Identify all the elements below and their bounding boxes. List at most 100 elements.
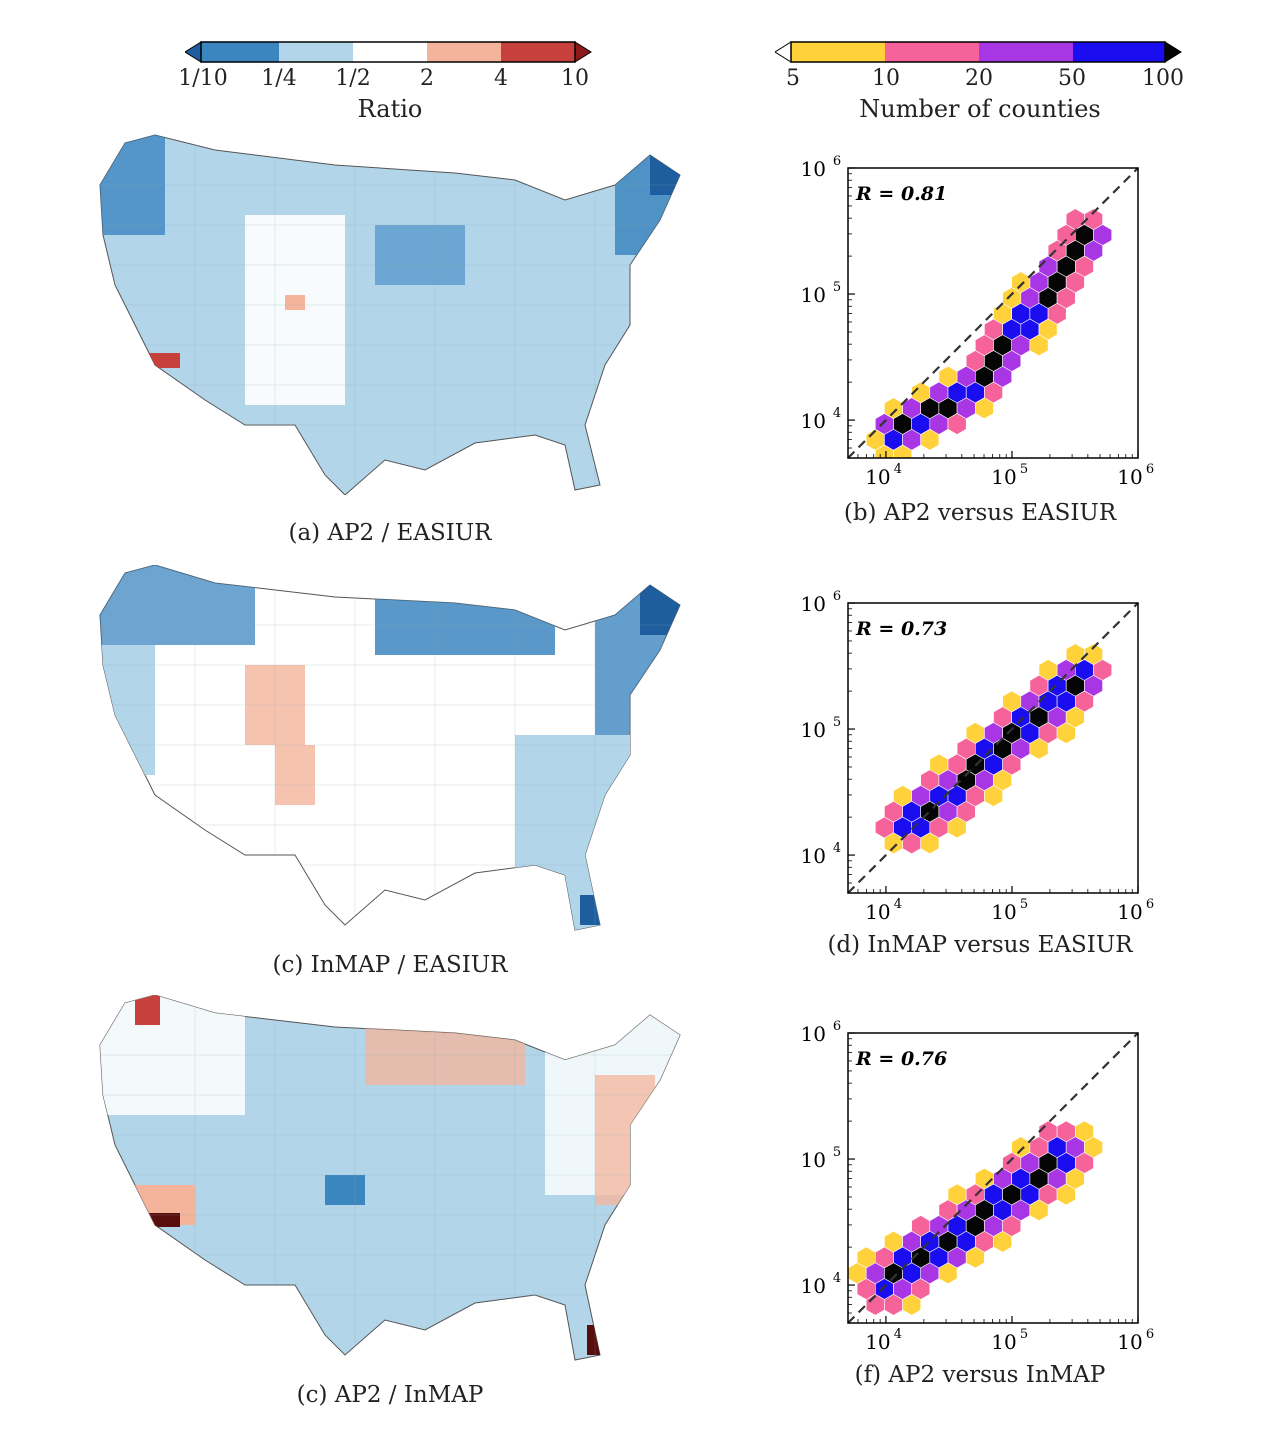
map-region — [365, 1015, 525, 1085]
map-region — [375, 565, 555, 655]
map-region — [100, 645, 155, 775]
r-label: R = 0.76 — [855, 1048, 947, 1070]
map-region — [650, 145, 680, 195]
ratio-tick: 1/10 — [178, 66, 228, 91]
ratio-colorbar-segment — [501, 42, 575, 62]
x-tick-label: 10 — [865, 465, 890, 489]
map-ap2-inmap — [99, 995, 681, 1361]
ratio-colorbar-segment — [201, 42, 279, 62]
plot-frame — [847, 602, 1139, 894]
x-tick-exp: 4 — [894, 1327, 902, 1342]
plot-frame — [847, 167, 1139, 459]
count-colorbar-segment — [791, 42, 885, 62]
y-tick-label: 10 — [801, 1274, 826, 1298]
count-colorbar-segment — [885, 42, 979, 62]
x-tick-label: 10 — [991, 1330, 1016, 1354]
y-tick-label: 10 — [801, 718, 826, 742]
map-region — [135, 995, 160, 1025]
x-tick-label: 10 — [991, 900, 1016, 924]
ratio-tick: 1/2 — [335, 66, 371, 91]
ratio-colorbar — [185, 41, 592, 63]
hexbin-cell — [1029, 737, 1049, 760]
reference-line — [847, 167, 1139, 459]
ratio-tick: 2 — [420, 66, 434, 91]
map-region — [587, 1325, 602, 1355]
y-tick-label: 10 — [801, 157, 826, 181]
count-colorbar-segment — [1073, 42, 1165, 62]
count-tick: 5 — [786, 66, 800, 91]
count-colorbar — [775, 41, 1182, 63]
caption-c1: (c) InMAP / EASIUR — [272, 952, 508, 978]
y-tick-exp: 6 — [833, 1019, 841, 1034]
r-label: R = 0.73 — [855, 618, 947, 640]
map-region — [285, 295, 305, 310]
y-tick-exp: 6 — [833, 589, 841, 604]
map-region — [275, 745, 315, 805]
map-inmap-easiur — [99, 565, 681, 931]
y-tick-exp: 4 — [833, 1271, 841, 1286]
hexbin-cell — [993, 1230, 1012, 1253]
hexbin-chart-inmap-easiur: 10 4 10 4 10 5 10 5 10 6 10 6 R = 0.73 — [801, 589, 1155, 924]
x-tick-exp: 6 — [1146, 462, 1154, 477]
map-ap2-easiur — [99, 134, 681, 495]
count-tick: 10 — [872, 66, 900, 91]
count-tick: 100 — [1142, 66, 1184, 91]
ratio-colorbar-title: Ratio — [357, 95, 423, 123]
caption-d: (d) InMAP versus EASIUR — [827, 932, 1133, 958]
y-tick-label: 10 — [801, 283, 826, 307]
hexbin-cell — [938, 1262, 958, 1285]
x-tick-exp: 6 — [1146, 897, 1154, 912]
count-colorbar-upper-arrow — [1164, 41, 1182, 63]
y-tick-label: 10 — [801, 409, 826, 433]
hexbin-cell — [920, 428, 940, 451]
ratio-tick: 4 — [494, 66, 508, 91]
ratio-colorbar-segment — [279, 42, 353, 62]
hexbin-chart-ap2-easiur: 10 4 10 4 10 5 10 5 10 6 10 6 R = 0.81 — [801, 154, 1155, 489]
y-tick-exp: 4 — [833, 406, 841, 421]
r-label: R = 0.81 — [855, 183, 947, 205]
hexbin-cell — [902, 1293, 921, 1316]
y-tick-exp: 5 — [833, 280, 841, 295]
y-tick-exp: 5 — [833, 715, 841, 730]
map-region — [375, 225, 465, 285]
hexbin-cell — [947, 413, 967, 435]
hexbin-cell — [1029, 334, 1049, 357]
caption-b: (b) AP2 versus EASIUR — [843, 500, 1117, 526]
x-tick-label: 10 — [865, 1330, 890, 1354]
x-tick-label: 10 — [1117, 900, 1142, 924]
reference-line — [847, 1032, 1139, 1324]
x-tick-label: 10 — [865, 900, 890, 924]
map-region — [325, 1175, 365, 1205]
y-tick-exp: 5 — [833, 1145, 841, 1160]
hexbin-cell — [965, 1246, 985, 1269]
map-region — [640, 565, 680, 635]
map-region — [100, 565, 255, 645]
map-us-outline — [99, 134, 681, 495]
ratio-colorbar-lower-arrow — [185, 41, 202, 63]
y-tick-label: 10 — [801, 1022, 826, 1046]
ratio-colorbar-segment — [427, 42, 501, 62]
count-colorbar-title: Number of counties — [859, 95, 1101, 123]
ratio-colorbar-upper-arrow — [574, 41, 592, 63]
hexbin-cell — [947, 816, 967, 839]
caption-f: (f) AP2 versus InMAP — [854, 1362, 1106, 1388]
caption-a: (a) AP2 / EASIUR — [288, 520, 492, 546]
x-tick-label: 10 — [1117, 465, 1142, 489]
map-region — [140, 353, 180, 368]
plot-frame — [847, 1032, 1139, 1324]
reference-line — [847, 602, 1139, 894]
count-tick: 20 — [965, 66, 993, 91]
caption-c2: (c) AP2 / InMAP — [296, 1382, 484, 1408]
ratio-tick: 10 — [561, 66, 589, 91]
y-tick-exp: 4 — [833, 841, 841, 856]
count-colorbar-segment — [979, 42, 1073, 62]
x-tick-exp: 5 — [1020, 897, 1028, 912]
x-tick-exp: 5 — [1020, 1327, 1028, 1342]
hexbin-chart-ap2-inmap: 10 4 10 4 10 5 10 5 10 6 10 6 R = 0.76 — [801, 1019, 1155, 1354]
hexbin-cell — [1056, 722, 1076, 744]
map-region — [595, 1075, 655, 1205]
ratio-tick: 1/4 — [261, 66, 297, 91]
hexbin-cell — [1056, 1183, 1076, 1206]
hexbin-cell — [1029, 1199, 1049, 1222]
hexbin-cell — [893, 444, 912, 458]
